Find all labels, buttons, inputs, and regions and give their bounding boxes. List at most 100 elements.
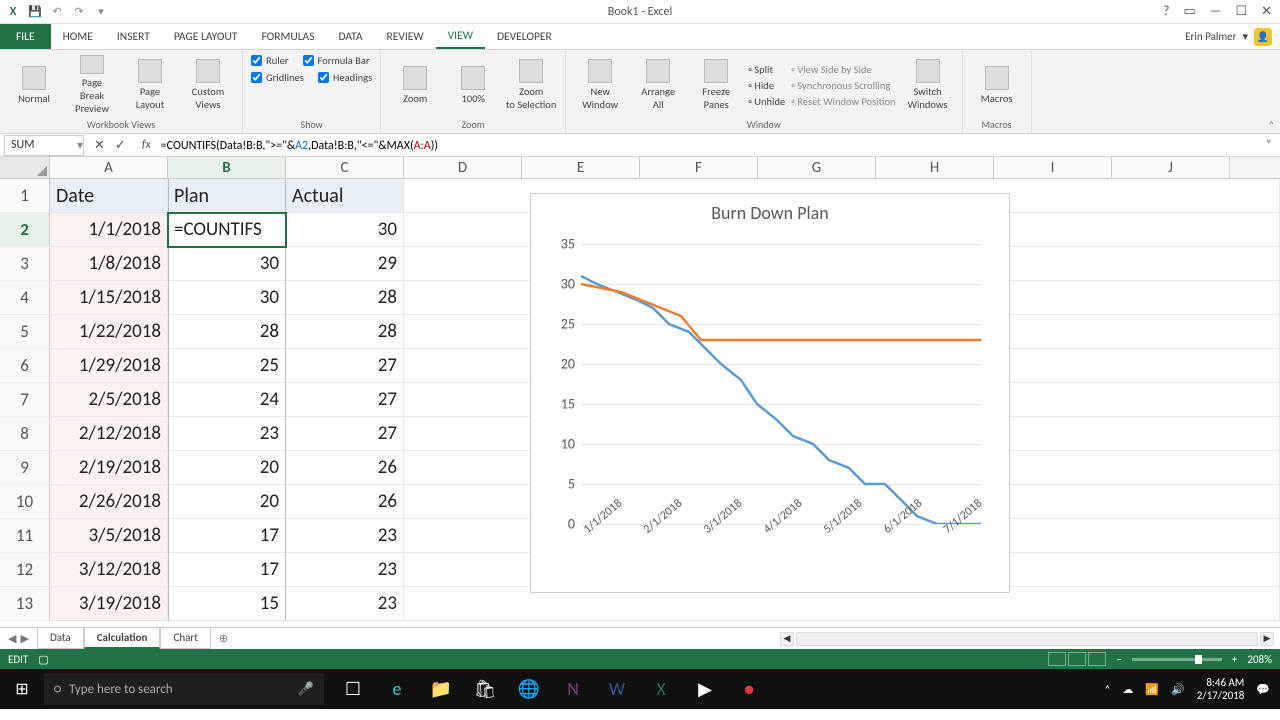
page-break-preview-button[interactable]: PageBreak Preview [66,55,118,115]
qat-more-icon[interactable]: ▾ [94,5,108,19]
video-icon[interactable]: ▶ [684,669,726,709]
cell-C2[interactable]: 30 [286,213,404,247]
cell-C5[interactable]: 28 [286,315,404,349]
row-header-4[interactable]: 4 [0,281,50,315]
cell-C1[interactable]: Actual [286,179,404,213]
onenote-icon[interactable]: N [552,669,594,709]
cell-B5[interactable]: 28 [168,315,286,349]
tab-view[interactable]: VIEW [436,24,485,49]
start-button[interactable]: ⊞ [0,669,44,709]
formulabar-checkbox[interactable]: Formula Bar [303,54,370,67]
add-sheet-button[interactable]: ⊕ [211,632,236,645]
cell-A2[interactable]: 1/1/2018 [50,213,168,247]
cell-C4[interactable]: 28 [286,281,404,315]
new-window-button[interactable]: NewWindow [574,55,626,115]
cell-A10[interactable]: 2/26/2018 [50,485,168,519]
tray-up-icon[interactable]: ˄ [1104,683,1110,696]
tab-file[interactable]: FILE [0,24,51,49]
edge-icon[interactable]: e [376,669,418,709]
row-header-8[interactable]: 8 [0,417,50,451]
word-icon[interactable]: W [596,669,638,709]
cell-A5[interactable]: 1/22/2018 [50,315,168,349]
split-button[interactable]: ▫ Split [748,63,785,76]
row-header-13[interactable]: 13 [0,587,50,621]
worksheet-grid[interactable]: ABCDEFGHIJ 1DatePlanActual21/1/2018=COUN… [0,157,1280,627]
cell-A11[interactable]: 3/5/2018 [50,519,168,553]
page-layout-button[interactable]: PageLayout [124,55,176,115]
horizontal-scrollbar[interactable]: ◀▶ [780,632,1280,646]
normal-button[interactable]: Normal [8,55,60,115]
cell-C10[interactable]: 26 [286,485,404,519]
collapse-ribbon-icon[interactable]: ˄ [1269,118,1274,131]
clock[interactable]: 8:46 AM2/17/2018 [1197,676,1245,702]
100-button[interactable]: 100% [447,55,499,115]
store-icon[interactable]: 🛍 [464,669,506,709]
cell-B12[interactable]: 17 [168,553,286,587]
excel-taskbar-icon[interactable]: X [640,669,682,709]
record-icon[interactable]: ● [728,669,770,709]
row-header-10[interactable]: 10 [0,485,50,519]
col-header-A[interactable]: A [50,157,168,178]
cell-B3[interactable]: 30 [168,247,286,281]
onedrive-icon[interactable]: ☁ [1122,683,1133,696]
freeze-panes-button[interactable]: FreezePanes [690,55,742,115]
zoomtoselection-button[interactable]: Zoomto Selection [505,55,557,115]
save-icon[interactable]: 💾 [28,5,42,19]
cell-C11[interactable]: 23 [286,519,404,553]
redo-icon[interactable]: ↷ [72,5,86,19]
col-header-B[interactable]: B [168,157,286,178]
row-header-6[interactable]: 6 [0,349,50,383]
cell-B4[interactable]: 30 [168,281,286,315]
tab-developer[interactable]: DEVELOPER [485,24,564,49]
col-header-D[interactable]: D [404,157,522,178]
user-area[interactable]: Erin Palmer ▾ 👤 [1185,24,1280,49]
ruler-checkbox[interactable]: Ruler [251,54,289,67]
name-box[interactable]: SUM▾ [4,135,84,156]
arrange-all-button[interactable]: ArrangeAll [632,55,684,115]
col-header-E[interactable]: E [522,157,640,178]
zoom-in-icon[interactable]: + [1232,653,1237,666]
col-header-I[interactable]: I [994,157,1112,178]
col-header-C[interactable]: C [286,157,404,178]
cell-A4[interactable]: 1/15/2018 [50,281,168,315]
cell-C6[interactable]: 27 [286,349,404,383]
cell-C9[interactable]: 26 [286,451,404,485]
notifications-icon[interactable]: 💬 [1256,683,1270,696]
row-header-12[interactable]: 12 [0,553,50,587]
tab-page-layout[interactable]: PAGE LAYOUT [162,24,250,49]
burndown-chart[interactable]: Burn Down Plan 05101520253035 1/1/20182/… [530,193,1010,593]
cell-B13[interactable]: 15 [168,587,286,621]
cell-C12[interactable]: 23 [286,553,404,587]
col-header-H[interactable]: H [876,157,994,178]
zoom-slider[interactable] [1132,658,1222,661]
volume-icon[interactable]: 🔊 [1171,683,1185,696]
zoom-level[interactable]: 208% [1247,653,1272,666]
switch-windows-button[interactable]: SwitchWindows [902,55,954,115]
chrome-icon[interactable]: 🌐 [508,669,550,709]
row-header-9[interactable]: 9 [0,451,50,485]
headings-checkbox[interactable]: Headings [318,71,372,84]
taskview-icon[interactable]: ☐ [332,669,374,709]
ribbon-options-icon[interactable]: ▭ [1183,4,1195,19]
cell-C3[interactable]: 29 [286,247,404,281]
tab-review[interactable]: REVIEW [375,24,436,49]
cell-A7[interactable]: 2/5/2018 [50,383,168,417]
mic-icon[interactable]: 🎤 [298,682,314,697]
cell-A8[interactable]: 2/12/2018 [50,417,168,451]
cell-A6[interactable]: 1/29/2018 [50,349,168,383]
cell-A13[interactable]: 3/19/2018 [50,587,168,621]
cell-A9[interactable]: 2/19/2018 [50,451,168,485]
avatar[interactable]: 👤 [1254,28,1272,46]
unhide-button[interactable]: ▫ Unhide [748,95,785,108]
minimize-icon[interactable]: — [1210,4,1222,19]
macros-button[interactable]: Macros [971,55,1023,115]
row-header-7[interactable]: 7 [0,383,50,417]
sheet-nav[interactable]: ◀▶ [0,632,37,645]
col-header-J[interactable]: J [1112,157,1230,178]
gridlines-checkbox[interactable]: Gridlines [251,71,304,84]
cell-B9[interactable]: 20 [168,451,286,485]
macro-record-icon[interactable]: ▢ [38,653,48,666]
zoom-out-icon[interactable]: − [1116,653,1121,666]
cell-C13[interactable]: 23 [286,587,404,621]
cell-B8[interactable]: 23 [168,417,286,451]
